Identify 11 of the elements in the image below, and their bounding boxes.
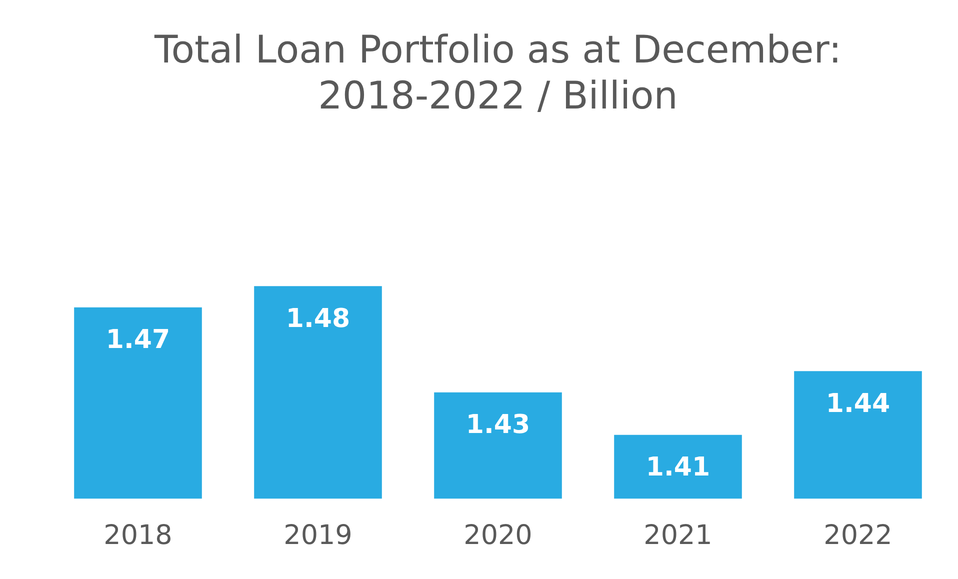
chart-title: Total Loan Portfolio as at December: 2018-2022 / Billion bbox=[153, 28, 842, 118]
x-tick-label: 2019 bbox=[284, 520, 352, 551]
data-label: 1.48 bbox=[286, 304, 350, 334]
x-tick-label: 2021 bbox=[644, 520, 712, 551]
x-tick-label: 2022 bbox=[824, 520, 892, 551]
x-tick-label: 2020 bbox=[464, 520, 532, 551]
data-label: 1.47 bbox=[106, 325, 170, 356]
data-label: 1.43 bbox=[466, 410, 530, 440]
x-tick-label: 2018 bbox=[104, 520, 172, 551]
data-label: 1.41 bbox=[646, 452, 710, 483]
data-label: 1.44 bbox=[826, 388, 890, 419]
